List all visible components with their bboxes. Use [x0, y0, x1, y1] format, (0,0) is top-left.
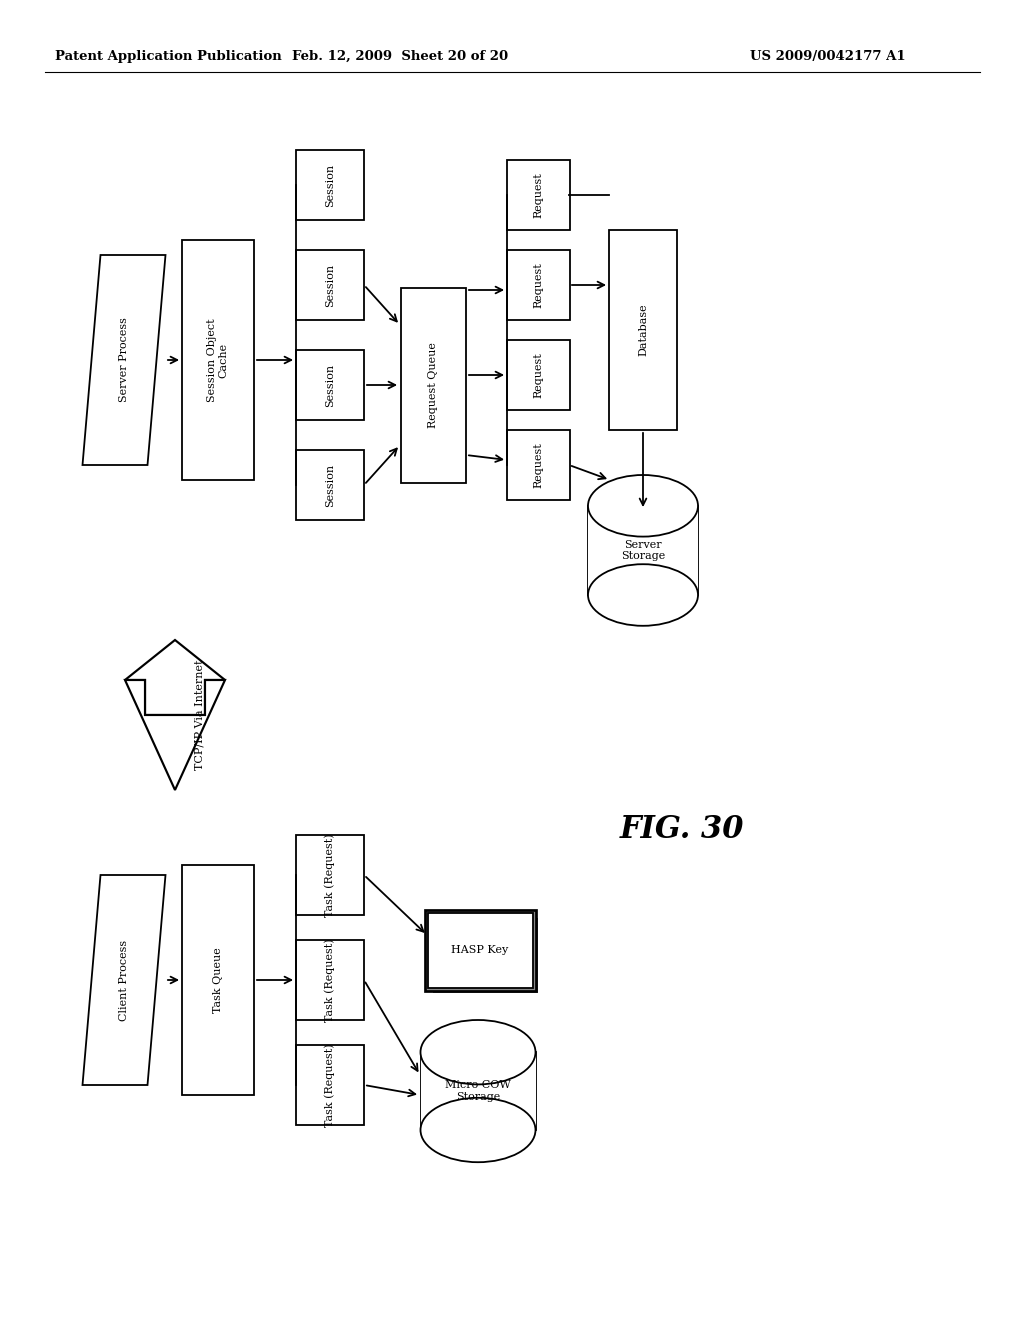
Polygon shape	[83, 255, 166, 465]
Bar	[507, 341, 569, 411]
Polygon shape	[83, 875, 166, 1085]
Polygon shape	[125, 640, 225, 715]
Text: Request: Request	[534, 172, 543, 218]
Text: Request: Request	[534, 352, 543, 397]
Text: TCP/IP Via Internet: TCP/IP Via Internet	[195, 660, 205, 771]
Bar	[507, 160, 569, 230]
Bar	[427, 912, 532, 987]
Bar	[296, 1045, 364, 1125]
Bar	[432, 917, 538, 993]
Text: Client Process: Client Process	[119, 940, 129, 1020]
Text: Server
Storage: Server Storage	[621, 540, 666, 561]
Text: Micro COW
Storage: Micro COW Storage	[445, 1080, 511, 1102]
Ellipse shape	[588, 475, 698, 537]
Ellipse shape	[588, 564, 698, 626]
Bar	[182, 865, 254, 1096]
Bar	[425, 909, 536, 990]
Bar	[296, 350, 364, 420]
Text: Session: Session	[325, 363, 335, 407]
Text: Task (Request): Task (Request)	[325, 1043, 335, 1127]
Text: HASP Key: HASP Key	[452, 945, 509, 954]
Bar	[296, 836, 364, 915]
Ellipse shape	[421, 1098, 536, 1162]
Bar	[400, 288, 466, 483]
Bar	[296, 150, 364, 220]
Text: Session Object
Cache: Session Object Cache	[207, 318, 228, 401]
Text: FIG. 30: FIG. 30	[620, 814, 744, 846]
Text: Request: Request	[534, 263, 543, 308]
Text: Database: Database	[638, 304, 648, 356]
Text: Server Process: Server Process	[119, 318, 129, 403]
Text: Session: Session	[325, 463, 335, 507]
Text: Session: Session	[325, 264, 335, 306]
Text: Session: Session	[325, 164, 335, 206]
Bar	[588, 506, 698, 595]
Bar	[296, 450, 364, 520]
Ellipse shape	[421, 1020, 536, 1085]
Bar	[507, 249, 569, 319]
Text: Request: Request	[534, 442, 543, 488]
Polygon shape	[125, 680, 225, 789]
Bar	[182, 240, 254, 480]
Bar	[296, 940, 364, 1020]
Text: Patent Application Publication: Patent Application Publication	[55, 50, 282, 63]
Bar	[609, 230, 677, 430]
Bar	[296, 249, 364, 319]
Text: Feb. 12, 2009  Sheet 20 of 20: Feb. 12, 2009 Sheet 20 of 20	[292, 50, 508, 63]
Bar	[507, 430, 569, 500]
Text: US 2009/0042177 A1: US 2009/0042177 A1	[750, 50, 905, 63]
Text: Task Queue: Task Queue	[213, 948, 223, 1012]
Text: Request Queue: Request Queue	[428, 342, 438, 428]
Text: Task (Request): Task (Request)	[325, 833, 335, 917]
Bar	[421, 1052, 536, 1130]
Text: Task (Request): Task (Request)	[325, 939, 335, 1022]
